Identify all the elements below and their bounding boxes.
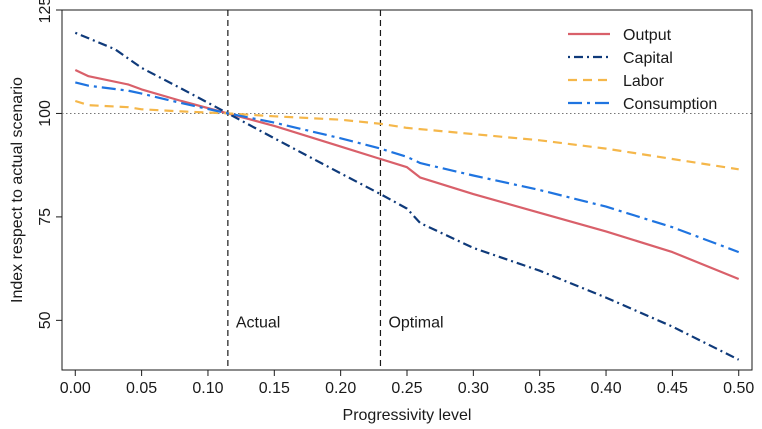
annotation-label-optimal: Optimal [388, 315, 443, 332]
series-line-output [74, 69, 740, 281]
x-tick-label: 0.50 [723, 380, 754, 397]
x-tick-label: 0.15 [259, 380, 290, 397]
series-line-labor [74, 99, 739, 171]
legend-label-capital: Capital [623, 50, 673, 67]
x-tick-label: 0.40 [590, 380, 621, 397]
annotations: Actual Optimal [236, 315, 444, 332]
x-tick-label: 0.30 [458, 380, 489, 397]
legend-label-consumption: Consumption [623, 96, 717, 113]
x-tick-label: 0.00 [60, 380, 91, 397]
annotation-line-layer [227, 10, 382, 370]
legend-label-output: Output [623, 27, 672, 44]
y-tick-label: 100 [37, 100, 54, 127]
y-axis: 50 75 100 125 [37, 0, 62, 329]
x-axis: 0.00 0.05 0.10 0.15 0.20 0.25 0.30 0.35 0.40 0.45… [60, 370, 754, 397]
y-axis-title: Index respect to actual scenario [9, 77, 26, 303]
series-line-consumption [75, 81, 740, 254]
x-tick-label: 0.10 [192, 380, 223, 397]
series-line-capital [74, 31, 740, 361]
x-tick-label: 0.05 [126, 380, 157, 397]
legend-label-labor: Labor [623, 73, 665, 90]
x-tick-label: 0.25 [391, 380, 422, 397]
x-tick-label: 0.45 [657, 380, 688, 397]
x-axis-title: Progressivity level [343, 407, 472, 424]
x-tick-label: 0.20 [325, 380, 356, 397]
y-tick-label: 125 [37, 0, 54, 23]
x-tick-label: 0.35 [524, 380, 555, 397]
series-layer [74, 31, 740, 361]
annotation-label-actual: Actual [236, 315, 280, 332]
y-tick-label: 50 [37, 311, 54, 329]
legend: Output Capital Labor Consumption [568, 27, 717, 113]
y-tick-label: 75 [37, 208, 54, 226]
